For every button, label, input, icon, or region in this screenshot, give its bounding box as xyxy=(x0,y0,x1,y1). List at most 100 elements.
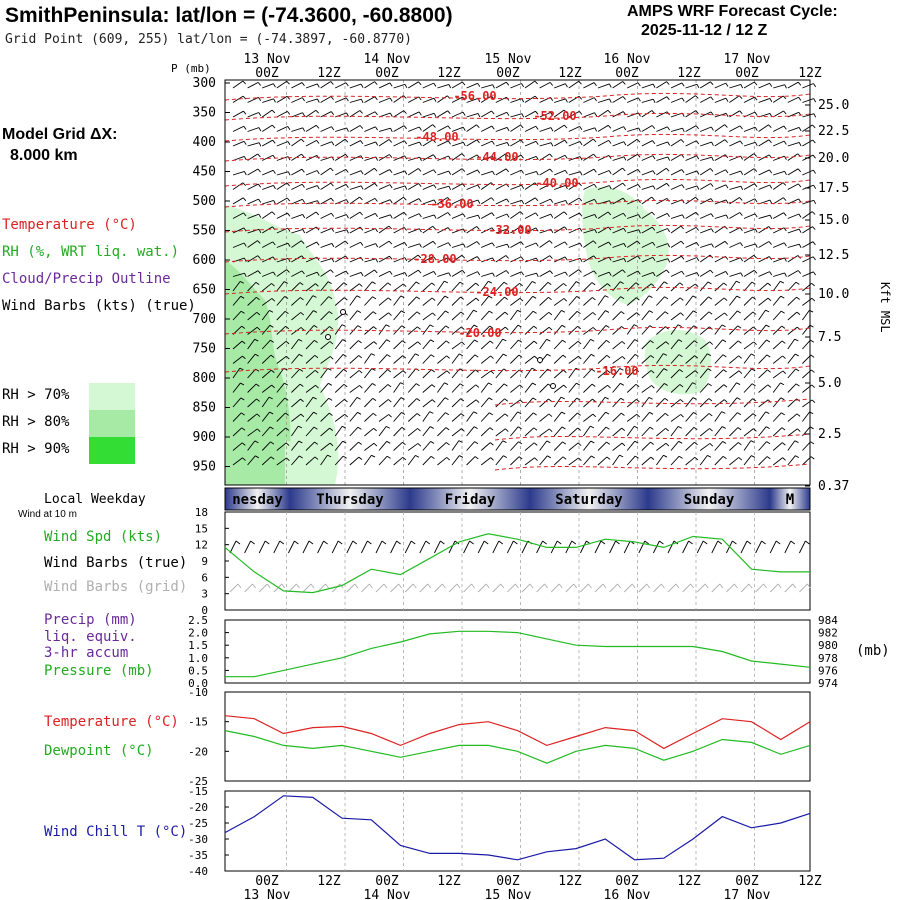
wind-barb xyxy=(451,281,464,292)
wind-barb xyxy=(232,281,244,292)
wind-barb xyxy=(276,325,290,335)
grid-wind-barb xyxy=(229,583,239,593)
grid-wind-barb-flag xyxy=(369,583,373,589)
wind-barb xyxy=(232,125,247,132)
surface-wind-barb-flag xyxy=(425,540,431,545)
wind-barb xyxy=(758,441,771,451)
wind-barb xyxy=(320,412,333,422)
grid-wind-barb xyxy=(580,583,589,593)
pressure-tick-label: 980 xyxy=(818,639,838,652)
pressure-tick-label: 982 xyxy=(818,627,838,640)
wind-barb xyxy=(612,382,624,393)
surface-wind-barb-flag xyxy=(702,540,708,545)
wind-barb xyxy=(510,256,524,263)
top-date-label: 15 Nov xyxy=(485,52,532,67)
wind-barb xyxy=(597,155,612,161)
weekday-cell xyxy=(648,488,770,510)
surface-wind-barb-flag xyxy=(761,540,766,545)
wind-barb xyxy=(437,242,451,248)
surface-wind-barb xyxy=(536,540,544,554)
wind-barb xyxy=(743,296,757,306)
wind-barb xyxy=(758,309,770,321)
wind-barb xyxy=(685,125,699,132)
wind-barb xyxy=(407,254,422,263)
wind-barb xyxy=(232,295,245,306)
wind-barb xyxy=(480,427,494,437)
wind-barb xyxy=(305,426,318,437)
top-hour-label: 00Z xyxy=(615,66,639,81)
grid-wind-barb xyxy=(507,583,516,593)
wind-barb xyxy=(743,254,758,263)
wind-barb xyxy=(714,411,726,422)
wind-barb xyxy=(554,200,568,205)
height-tick-label: 10.0 xyxy=(818,287,849,302)
surface-wind-barb xyxy=(258,540,266,554)
wind-barb xyxy=(378,154,393,161)
wind-barb xyxy=(247,326,261,335)
wind-barb xyxy=(364,296,377,306)
wind-barb xyxy=(276,110,291,118)
wind-speed-tick: 12 xyxy=(195,539,208,552)
wind-barb xyxy=(510,282,523,292)
wind-barb xyxy=(495,281,508,292)
surface-wind-barb xyxy=(331,540,339,554)
grid-wind-barb-flag xyxy=(398,583,402,589)
wind-barb xyxy=(685,185,700,190)
top-hour-label: 00Z xyxy=(255,66,279,81)
wind-barb xyxy=(232,457,246,466)
wind-barb xyxy=(802,339,815,350)
wind-barb xyxy=(626,138,641,147)
wind-barb xyxy=(349,441,362,451)
wind-barb xyxy=(787,183,802,190)
wind-barb xyxy=(612,258,627,263)
surface-wind-barb xyxy=(463,540,471,554)
grid-wind-barb-flag xyxy=(266,583,271,589)
wind-barb xyxy=(393,370,407,379)
wind-barb xyxy=(422,169,437,176)
temperature-contour-label: -52.00 xyxy=(533,109,576,123)
wind-barb xyxy=(451,243,466,248)
grid-wind-barb-flag xyxy=(792,583,797,589)
temperature-contour xyxy=(224,286,811,295)
top-date-label: 17 Nov xyxy=(724,52,771,67)
wind-barb xyxy=(232,242,247,248)
wind-barb xyxy=(291,240,305,248)
pressure-tick-label: 900 xyxy=(193,430,216,445)
wind-barb xyxy=(276,310,289,321)
wind-barb xyxy=(305,211,320,219)
wind-speed-tick: 3 xyxy=(201,588,208,601)
wind-barb xyxy=(378,455,391,466)
wind-barbs-grid-label: Wind Barbs (grid) xyxy=(44,579,188,595)
wind-barb xyxy=(335,214,349,219)
wind-barb xyxy=(305,354,319,364)
legend-rh70-label: RH > 70% xyxy=(2,387,70,403)
grid-wind-barb xyxy=(755,583,764,593)
wind-barb xyxy=(320,311,333,321)
wind-barb xyxy=(364,326,377,335)
wind-barb xyxy=(553,241,568,248)
wind-barb xyxy=(583,353,595,364)
grid-wind-barb xyxy=(434,583,443,593)
wind-barb xyxy=(480,355,494,364)
wind-barb xyxy=(699,96,714,103)
wind-barb xyxy=(276,355,290,364)
wind-barb xyxy=(656,258,671,263)
wind-barb xyxy=(772,370,787,379)
wind-barb xyxy=(685,170,700,176)
wind-barb xyxy=(495,428,509,437)
bottom-hour-label: 12Z xyxy=(437,874,461,889)
wind-barb xyxy=(378,384,392,393)
wind-barb xyxy=(670,184,685,190)
wind-barb xyxy=(349,83,364,89)
wind-barb xyxy=(612,412,625,422)
wind-barb xyxy=(787,296,800,306)
wind-barb xyxy=(787,142,802,147)
wind-barb xyxy=(393,257,408,263)
wind-barb xyxy=(597,271,612,277)
wind-barb xyxy=(670,282,684,292)
wind-barb xyxy=(568,156,583,161)
wind-barb xyxy=(743,141,758,147)
wind-barb xyxy=(758,297,772,306)
wind-barb xyxy=(495,81,510,89)
wind-barb xyxy=(743,126,758,132)
